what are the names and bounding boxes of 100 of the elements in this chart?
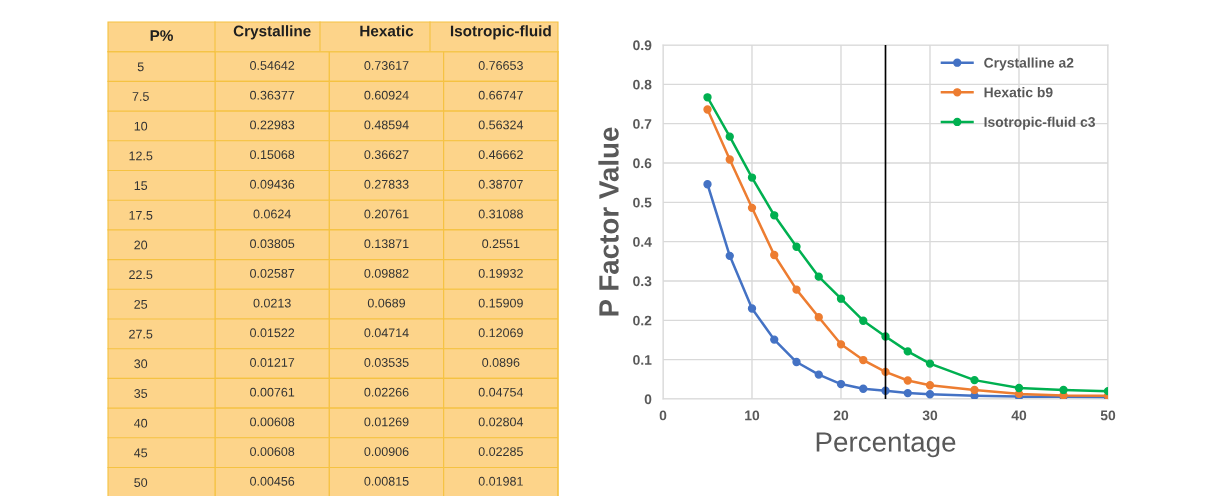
- data-label: 0.02587: [250, 268, 295, 278]
- point: [903, 347, 912, 356]
- y-tick-label: 0.5: [633, 197, 652, 208]
- data-label: 0.09436: [250, 179, 295, 189]
- data-label: 0.0624: [253, 209, 291, 219]
- data-label: 0.02266: [364, 387, 409, 397]
- y-tick-label: 5: [137, 62, 144, 72]
- legend-label: Isotropic-fluid c3: [984, 116, 1096, 130]
- point: [814, 370, 823, 379]
- point: [925, 390, 935, 399]
- y-tick-label: 40: [134, 418, 148, 428]
- point: [836, 294, 846, 303]
- point: [859, 316, 868, 325]
- x-tick-label: 0: [659, 410, 667, 421]
- x-tick-label: 20: [833, 410, 849, 421]
- y-axis-title: P%: [150, 30, 173, 41]
- y-tick-label: 50: [134, 478, 148, 487]
- data-label: 0.03805: [250, 239, 295, 249]
- data-label: 0.00761: [250, 387, 295, 397]
- x-tick-label: 40: [1011, 410, 1027, 421]
- y-tick-label: 22.5: [129, 270, 153, 280]
- point: [770, 250, 779, 260]
- point: [814, 313, 823, 322]
- data-label: 0.03535: [364, 358, 409, 367]
- y-axis-title: P Factor Value: [598, 127, 619, 316]
- point: [792, 285, 801, 294]
- data-label: 0.66747: [478, 90, 523, 100]
- point: [1059, 385, 1068, 395]
- data-label: 0.00608: [250, 447, 295, 457]
- point: [925, 359, 935, 368]
- data-label: 0.15068: [250, 150, 295, 160]
- data-label: 0.00608: [250, 417, 295, 427]
- point: [792, 242, 801, 251]
- data-label: 0.27833: [364, 179, 409, 189]
- data-label: 0.15909: [478, 298, 523, 308]
- data-label: 0.76653: [478, 61, 523, 70]
- data-label: 0.73617: [364, 61, 409, 70]
- data-label: 0.09882: [364, 268, 409, 278]
- data-label: 0.0213: [253, 298, 291, 308]
- point: [770, 335, 779, 344]
- x-tick-label: 30: [922, 410, 938, 421]
- y-tick-label: 17.5: [129, 210, 153, 220]
- data-label: 0.13871: [364, 239, 409, 249]
- point: [703, 93, 712, 102]
- y-tick-label: 0.3: [633, 276, 652, 287]
- point: [725, 132, 734, 141]
- data-label: 0.56324: [478, 120, 524, 130]
- y-tick-label: 0.8: [633, 79, 652, 90]
- point: [836, 340, 846, 349]
- point: [925, 381, 935, 390]
- data-label: 0.31088: [478, 209, 523, 219]
- y-tick-label: 25: [134, 299, 148, 309]
- x-tick-label: Isotropic-fluid: [450, 25, 551, 40]
- y-tick-label: 0.6: [633, 158, 652, 169]
- y-tick-label: 0.2: [633, 315, 652, 326]
- point: [747, 203, 757, 213]
- x-tick-label: Crystalline: [233, 25, 311, 40]
- point: [836, 379, 846, 389]
- data-label: 0.38707: [478, 179, 523, 189]
- data-label: 0.02804: [478, 417, 524, 427]
- data-label: 0.2551: [482, 239, 520, 249]
- y-tick-label: 7.5: [132, 92, 149, 101]
- point: [859, 384, 868, 393]
- data-label: 0.36627: [364, 150, 409, 160]
- data-label: 0.60924: [364, 90, 409, 100]
- data-label: 0.46662: [478, 150, 523, 160]
- data-label: 0.36377: [250, 90, 295, 100]
- data-label: 0.0689: [367, 298, 406, 308]
- point: [703, 180, 712, 189]
- y-tick-label: 15: [134, 181, 148, 190]
- x-tick-label: 50: [1100, 410, 1116, 421]
- data-label: 0.01217: [250, 358, 295, 367]
- y-tick-label: 12.5: [129, 151, 153, 161]
- y-tick-label: 0.1: [633, 355, 652, 365]
- legend-label: Crystalline a2: [984, 57, 1074, 71]
- point: [903, 376, 912, 385]
- y-tick-label: 27.5: [129, 329, 153, 339]
- y-tick-label: 30: [134, 359, 148, 369]
- point: [814, 272, 823, 281]
- point: [725, 155, 734, 164]
- point: [970, 375, 979, 385]
- data-label: 0.54642: [250, 61, 295, 70]
- y-tick-label: 35: [134, 389, 148, 398]
- x-axis-title: Percentage: [816, 432, 956, 458]
- data-label: 0.04754: [478, 387, 524, 397]
- y-tick-label: 0.4: [633, 237, 652, 247]
- data-label: 0.00906: [364, 447, 409, 457]
- point: [1014, 383, 1024, 393]
- point: [703, 105, 712, 114]
- point: [770, 211, 779, 220]
- data-label: 0.20761: [364, 209, 409, 219]
- point: [903, 388, 912, 398]
- point: [859, 355, 868, 365]
- y-tick-label: 0: [644, 394, 652, 405]
- x-tick-label: Hexatic: [360, 25, 414, 37]
- point: [725, 251, 734, 260]
- data-label: 0.0896: [482, 358, 520, 367]
- data-label: 0.00815: [364, 476, 409, 486]
- data-label: 0.04714: [364, 328, 409, 338]
- x-tick-label: 10: [745, 410, 760, 421]
